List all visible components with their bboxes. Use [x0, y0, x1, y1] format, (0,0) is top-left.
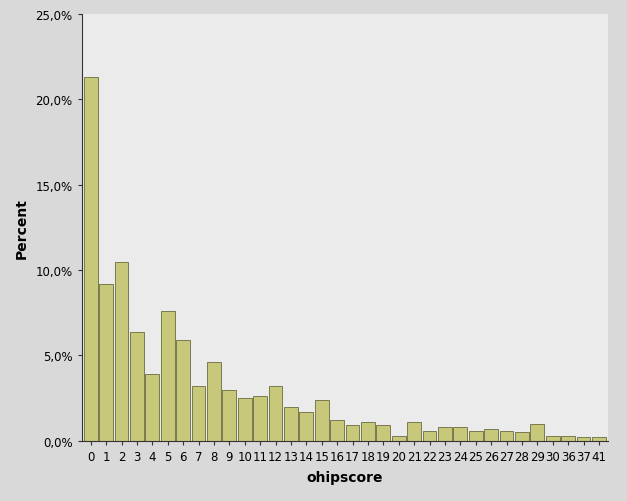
- Bar: [345, 425, 359, 441]
- Bar: [176, 340, 190, 441]
- Bar: [330, 420, 344, 441]
- Bar: [145, 374, 159, 441]
- Bar: [223, 390, 236, 441]
- Y-axis label: Percent: Percent: [14, 197, 28, 259]
- Bar: [253, 397, 267, 441]
- Bar: [500, 431, 514, 441]
- Bar: [99, 284, 113, 441]
- Bar: [577, 437, 591, 441]
- Bar: [592, 437, 606, 441]
- Bar: [423, 431, 436, 441]
- Bar: [268, 386, 283, 441]
- Bar: [315, 400, 329, 441]
- Bar: [469, 431, 483, 441]
- Bar: [392, 436, 406, 441]
- Bar: [407, 422, 421, 441]
- Bar: [238, 398, 251, 441]
- Bar: [561, 436, 575, 441]
- Bar: [376, 425, 390, 441]
- Bar: [515, 432, 529, 441]
- Bar: [453, 427, 467, 441]
- Bar: [484, 429, 498, 441]
- Bar: [115, 262, 129, 441]
- Bar: [192, 386, 206, 441]
- Bar: [438, 427, 452, 441]
- Bar: [530, 424, 544, 441]
- Bar: [546, 436, 560, 441]
- Bar: [161, 312, 175, 441]
- Bar: [300, 412, 314, 441]
- Bar: [284, 407, 298, 441]
- X-axis label: ohipscore: ohipscore: [307, 470, 383, 484]
- Bar: [361, 422, 375, 441]
- Bar: [130, 332, 144, 441]
- Bar: [84, 78, 98, 441]
- Bar: [207, 363, 221, 441]
